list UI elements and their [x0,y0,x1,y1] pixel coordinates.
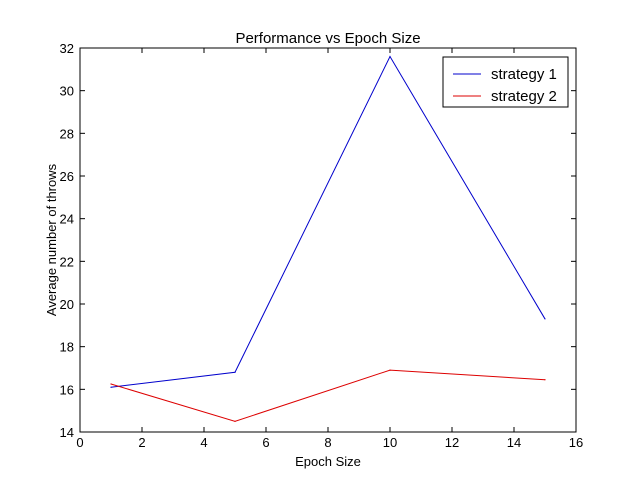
x-tick-label: 4 [200,435,207,450]
y-tick-label: 22 [60,254,74,269]
data-point [110,383,112,385]
legend: strategy 1 strategy 2 [442,56,569,108]
series-line-2 [110,369,546,422]
data-point [234,420,236,422]
y-tick-label: 20 [60,297,74,312]
data-point [389,369,391,371]
y-tick-label: 28 [60,126,74,141]
x-tick-label: 8 [324,435,331,450]
x-tick-label: 10 [383,435,397,450]
y-tick-label: 26 [60,169,74,184]
legend-label: strategy 2 [491,88,557,105]
plot-area [79,47,577,433]
x-axis: 0 2 4 6 8 10 12 14 16 [76,48,583,450]
chart-title: Performance vs Epoch Size [235,30,420,47]
y-tick-label: 32 [60,41,74,56]
y-tick-label: 24 [60,212,74,227]
x-tick-label: 14 [507,435,521,450]
y-axis: 14 16 18 20 22 24 26 28 30 32 [60,41,576,440]
x-tick-label: 2 [138,435,145,450]
data-point [544,318,546,320]
y-tick-label: 16 [60,382,74,397]
series-line-1 [110,55,546,388]
legend-label: strategy 1 [491,66,557,83]
y-tick-label: 30 [60,84,74,99]
y-axis-label: Average number of throws [44,163,59,316]
legend-box [442,56,569,108]
data-point [234,371,236,373]
x-tick-label: 12 [445,435,459,450]
x-axis-label: Epoch Size [295,454,361,469]
y-tick-label: 14 [60,425,74,440]
series-layer [110,55,546,422]
data-point [389,55,391,58]
x-tick-label: 0 [76,435,83,450]
data-point [110,386,112,388]
plot-frame [79,47,577,433]
x-tick-label: 16 [569,435,583,450]
data-point [544,379,546,381]
y-tick-label: 18 [60,340,74,355]
x-tick-label: 6 [262,435,269,450]
